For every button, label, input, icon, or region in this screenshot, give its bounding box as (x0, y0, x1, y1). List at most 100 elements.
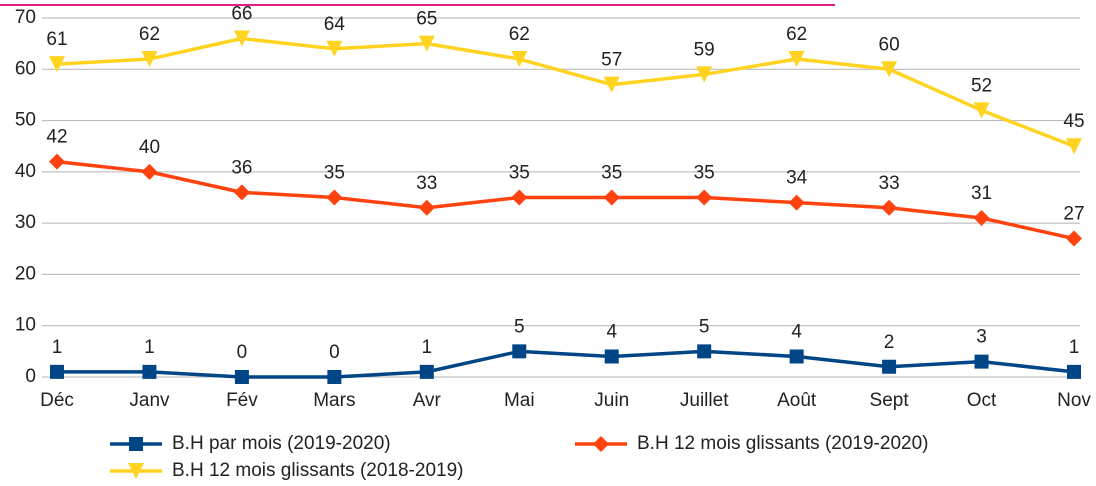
data-label: 0 (237, 342, 248, 363)
x-tick-label: Janv (129, 390, 170, 411)
point (418, 35, 435, 52)
data-label: 1 (144, 337, 155, 358)
x-tick-label: Nov (1057, 390, 1091, 411)
point (1067, 364, 1081, 379)
point (697, 344, 712, 359)
point (418, 199, 435, 216)
x-tick-label: Juillet (680, 390, 729, 411)
point (1066, 138, 1082, 155)
data-label: 61 (46, 29, 67, 50)
data-label: 33 (416, 173, 437, 194)
point (788, 51, 805, 68)
y-tick-label: 60 (15, 58, 36, 79)
y-tick-label: 0 (25, 366, 36, 387)
point (141, 51, 158, 68)
legend-marker (128, 463, 144, 479)
data-label: 34 (786, 168, 808, 189)
legend-entry: B.H 12 mois glissants (2019-2020) (575, 433, 928, 454)
point (233, 184, 250, 201)
legend-marker (593, 436, 609, 452)
data-label: 35 (509, 163, 530, 184)
legend-label: B.H 12 mois glissants (2019-2020) (637, 433, 928, 454)
data-label: 4 (791, 322, 802, 343)
x-tick-label: Août (777, 390, 817, 411)
point (788, 194, 805, 211)
point (881, 61, 898, 78)
legend-marker (129, 437, 143, 451)
x-tick-label: Déc (40, 390, 74, 411)
point (326, 189, 343, 206)
data-label: 57 (601, 50, 622, 71)
point (881, 199, 898, 216)
y-tick-label: 20 (15, 263, 36, 284)
x-tick-label: Sept (870, 390, 910, 411)
point (882, 359, 897, 374)
point (696, 189, 713, 206)
y-tick-label: 40 (15, 161, 36, 182)
x-tick-label: Fév (226, 390, 258, 411)
data-label: 66 (231, 4, 252, 25)
point (604, 349, 619, 364)
point (49, 153, 65, 170)
point (326, 40, 343, 57)
point (603, 76, 620, 93)
series-line (56, 159, 1075, 241)
data-label: 35 (324, 163, 345, 184)
data-label: 2 (884, 332, 895, 353)
data-label: 42 (46, 127, 67, 148)
data-label: 45 (1063, 111, 1084, 132)
data-label: 52 (971, 75, 992, 96)
series-line (56, 36, 1075, 148)
legend-entry: B.H 12 mois glissants (2018-2019) (110, 460, 463, 481)
data-label: 64 (324, 14, 346, 35)
data-label: 0 (329, 342, 340, 363)
data-label: 40 (139, 137, 160, 158)
point (49, 56, 65, 73)
data-label: 5 (514, 316, 525, 337)
x-tick-label: Juin (594, 390, 629, 411)
data-label: 1 (1069, 337, 1080, 358)
point (142, 364, 157, 379)
point (233, 30, 250, 47)
data-label: 35 (601, 163, 622, 184)
point (419, 364, 434, 379)
data-label: 1 (52, 337, 63, 358)
point (511, 51, 528, 68)
series-line (57, 349, 1075, 379)
legend: B.H par mois (2019-2020) B.H 12 mois glis… (110, 433, 928, 481)
x-tick-label: Avr (413, 390, 442, 411)
data-label: 59 (694, 39, 715, 60)
data-label: 3 (976, 327, 987, 348)
y-tick-label: 70 (15, 7, 36, 28)
legend-label: B.H 12 mois glissants (2018-2019) (172, 460, 463, 481)
point (603, 189, 620, 206)
data-label: 36 (231, 157, 252, 178)
point (512, 344, 527, 359)
data-label: 31 (971, 183, 992, 204)
point (327, 370, 342, 384)
data-label: 5 (699, 316, 710, 337)
data-label: 60 (879, 34, 900, 55)
point (234, 370, 249, 384)
x-tick-label: Mai (504, 390, 535, 411)
data-label: 1 (422, 337, 433, 358)
x-tick-label: Mars (313, 390, 355, 411)
point (50, 364, 64, 379)
point (141, 163, 158, 180)
legend-entry: B.H par mois (2019-2020) (110, 433, 391, 454)
y-tick-label: 30 (15, 212, 36, 233)
point (511, 189, 528, 206)
point (1066, 230, 1082, 247)
data-label: 4 (606, 322, 617, 343)
data-label: 27 (1063, 204, 1084, 225)
x-tick-label: Oct (967, 390, 997, 411)
point (973, 102, 990, 119)
data-label: 35 (694, 163, 715, 184)
data-label: 62 (509, 24, 530, 45)
point (696, 66, 713, 83)
y-tick-label: 50 (15, 110, 36, 131)
legend-label: B.H par mois (2019-2020) (172, 433, 391, 454)
